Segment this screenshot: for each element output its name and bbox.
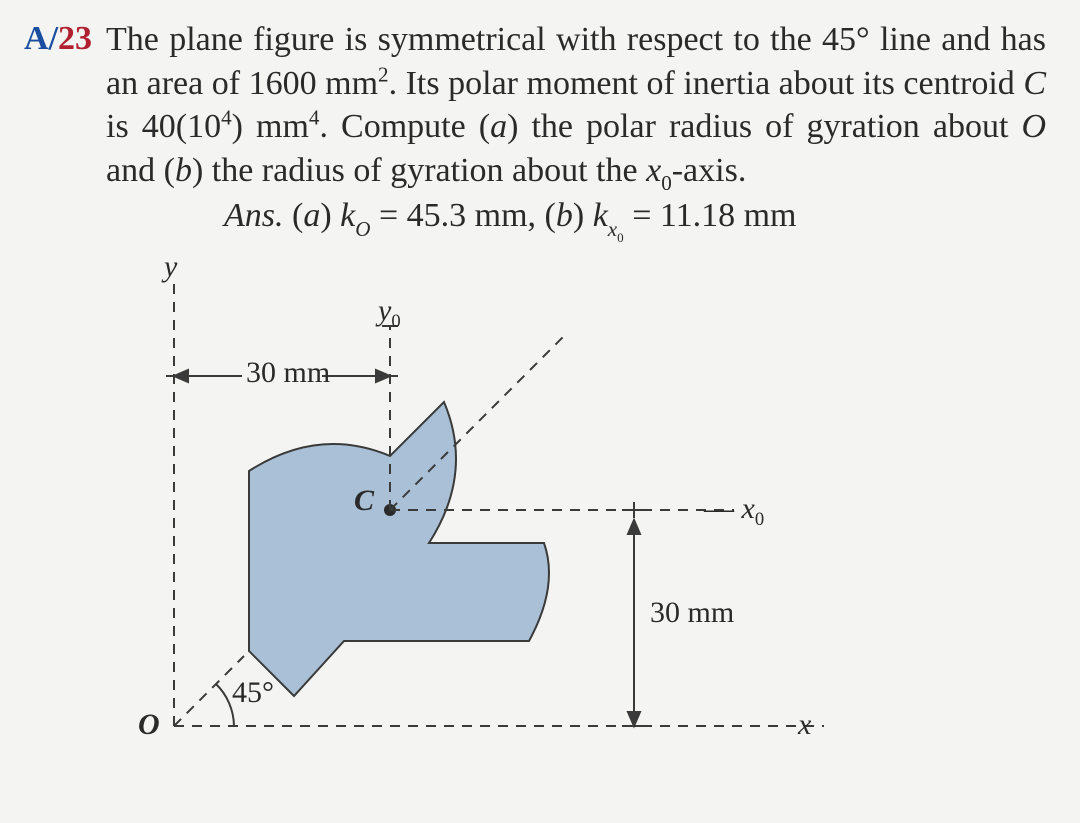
C-label: C [354, 484, 374, 518]
x-label: x [798, 708, 811, 742]
diag-45-upper [390, 336, 564, 510]
x0-label: — x0 [704, 492, 764, 531]
plane-shape [249, 402, 549, 696]
dim-right [622, 502, 646, 726]
label-slash: / [49, 20, 58, 57]
problem-text: The plane figure is symmetrical with res… [106, 18, 1046, 192]
y0-label: y0 [378, 294, 401, 333]
answer-line: Ans. (a) kO = 45.3 mm, (b) kx0 = 11.18 m… [24, 194, 1046, 238]
angle-label: 45° [232, 676, 274, 710]
label-A: A [24, 20, 49, 57]
label-num: 23 [58, 20, 92, 57]
y-label: y [164, 250, 177, 284]
dim-right-label: 30 mm [650, 596, 734, 630]
dim-top-label: 30 mm [246, 356, 330, 390]
problem-label: A/23 [24, 18, 92, 61]
figure: y y0 30 mm C — x0 30 mm 45° O x [134, 256, 894, 766]
O-label: O [138, 708, 160, 742]
